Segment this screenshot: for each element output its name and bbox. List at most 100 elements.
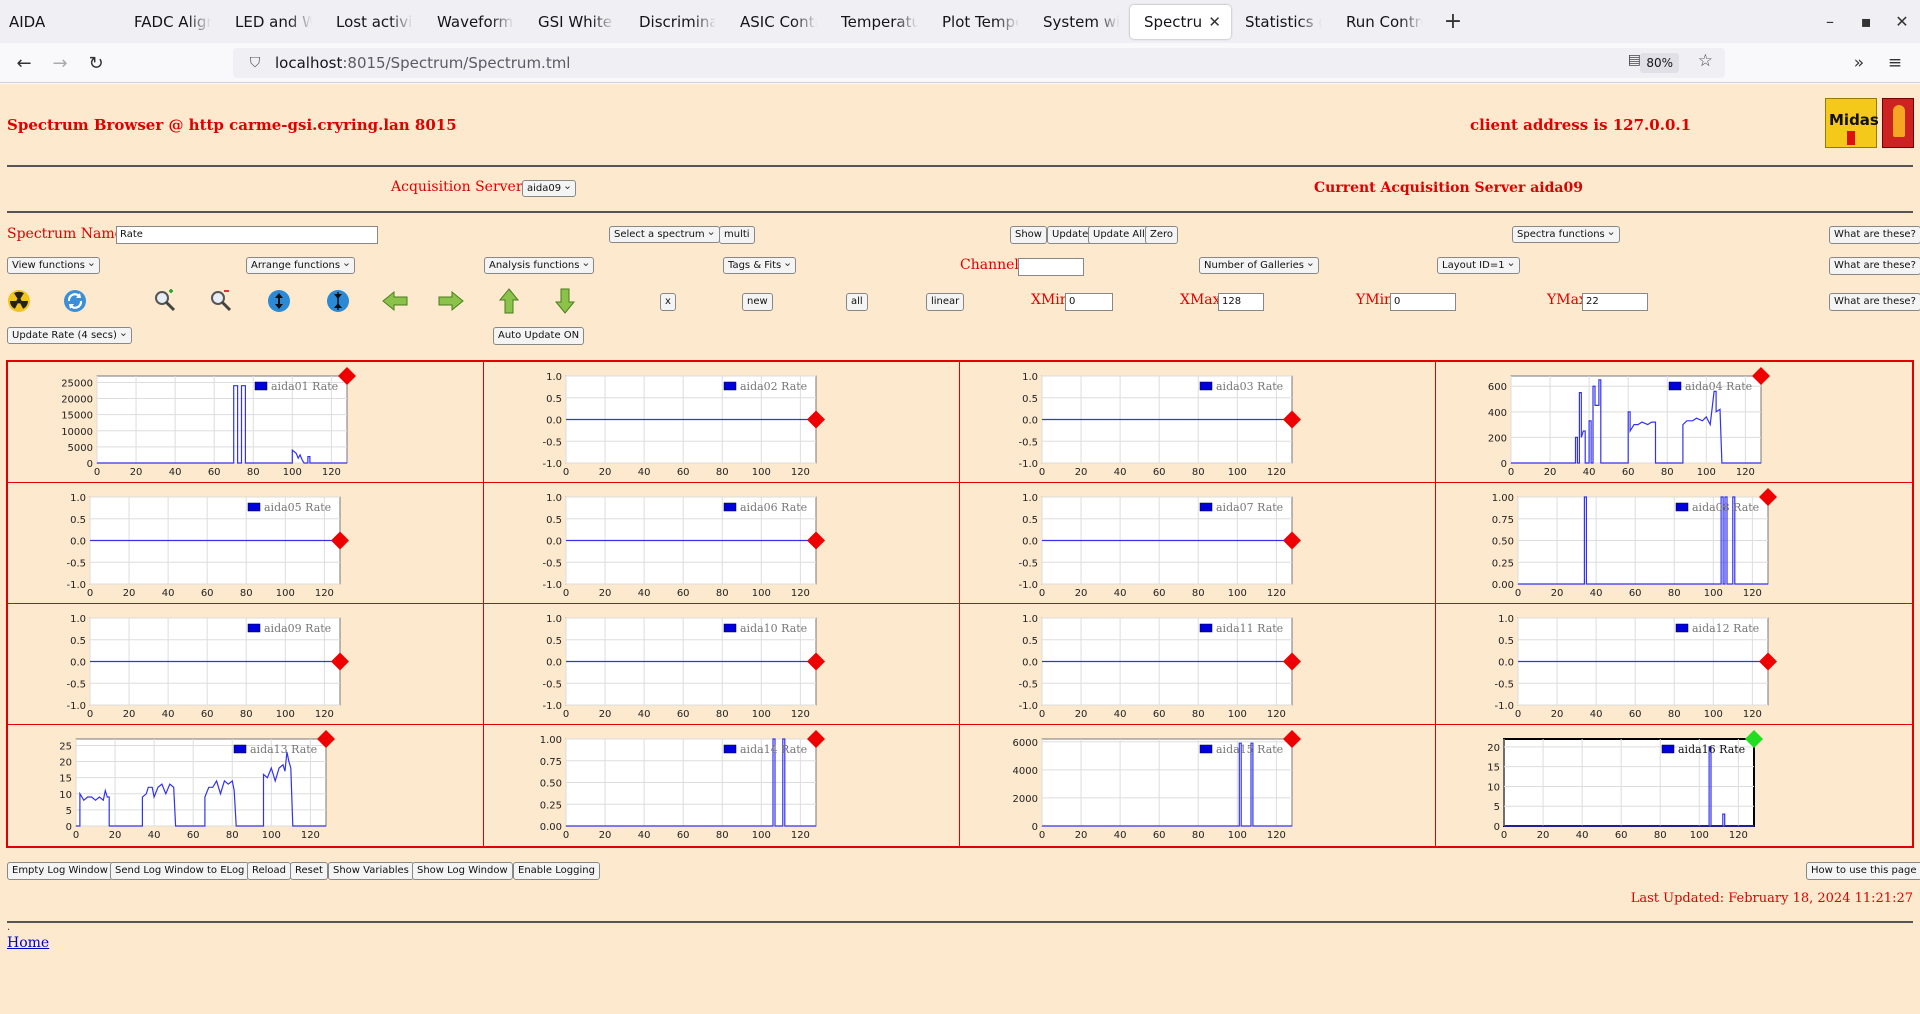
- x-button[interactable]: x: [660, 293, 676, 311]
- arrow-right-icon[interactable]: [438, 288, 464, 314]
- analysis-functions-dropdown[interactable]: Analysis functions: [484, 255, 595, 274]
- reload-button[interactable]: Reload: [247, 862, 292, 880]
- ymin-input[interactable]: 0: [1390, 293, 1456, 311]
- url-text[interactable]: localhost:8015/Spectrum/Spectrum.tml: [275, 54, 570, 72]
- compress-y-icon[interactable]: [325, 288, 351, 314]
- y-tick-label: 15: [1487, 763, 1500, 774]
- show-variables-button[interactable]: Show Variables: [328, 862, 414, 880]
- expand-y-icon[interactable]: [266, 288, 292, 314]
- x-tick-label: 20: [1075, 830, 1088, 841]
- back-icon[interactable]: ←: [16, 52, 32, 74]
- select-spectrum-dropdown[interactable]: Select a spectrum: [609, 224, 720, 243]
- address-bar[interactable]: ⛉ ▯ localhost:8015/Spectrum/Spectrum.tml…: [233, 48, 1725, 1014]
- zero-button[interactable]: Zero: [1145, 226, 1179, 244]
- arrange-functions-dropdown[interactable]: Arrange functions: [246, 255, 356, 274]
- spectrum-cell[interactable]: 0 20 40 60 80 100 120 25000 20000 15000 10000 5000 0…: [8, 362, 484, 483]
- spectrum-cell[interactable]: 0 20 40 60 80 100 120 20 15 10 5 0 aida16 Rate: [1436, 725, 1912, 846]
- spectrum-cell[interactable]: 0 20 40 60 80 100 120 1.0 0.5 0.0 -0.5 -1.0 aida02 R…: [484, 362, 960, 483]
- spectra-functions-dropdown[interactable]: Spectra functions: [1512, 224, 1620, 243]
- close-window-icon[interactable]: ✕: [1895, 12, 1909, 31]
- browser-tab[interactable]: FADC Align & C: [120, 5, 221, 39]
- reader-view-icon[interactable]: ▤: [1627, 52, 1641, 68]
- spectrum-cell[interactable]: 0 20 40 60 80 100 120 1.0 0.5 0.0 -0.5 -1.0 aida11 R…: [960, 604, 1436, 725]
- browser-tab[interactable]: Spectrum Bro ✕: [1130, 4, 1231, 39]
- spectrum-cell[interactable]: 0 20 40 60 80 100 120 1.00 0.75 0.50 0.25 0.00 aida1…: [484, 725, 960, 846]
- linear-button[interactable]: linear: [926, 293, 965, 311]
- how-to-use-button[interactable]: How to use this page: [1806, 862, 1920, 880]
- spectrum-cell[interactable]: 0 20 40 60 80 100 120 600 400 200 0 aida04 Rate: [1436, 362, 1912, 483]
- show-log-window-button[interactable]: Show Log Window: [412, 862, 513, 880]
- browser-tab[interactable]: System wide Ch: [1029, 5, 1130, 39]
- enable-logging-button[interactable]: Enable Logging: [513, 862, 600, 880]
- refresh-icon[interactable]: [62, 288, 88, 314]
- channel-input[interactable]: [1018, 258, 1084, 276]
- zoom-in-icon[interactable]: [152, 288, 178, 314]
- arrow-left-icon[interactable]: [382, 288, 408, 314]
- spectrum-cell[interactable]: 0 20 40 60 80 100 120 1.0 0.5 0.0 -0.5 -1.0 aida05 R…: [8, 483, 484, 604]
- auto-update-button[interactable]: Auto Update ON: [493, 327, 585, 345]
- new-button[interactable]: new: [742, 293, 773, 311]
- legend-label: aida08 Rate: [1692, 501, 1759, 514]
- spectrum-cell[interactable]: 0 20 40 60 80 100 120 1.0 0.5 0.0 -0.5 -1.0 aida03 R…: [960, 362, 1436, 483]
- spectrum-name-input[interactable]: Rate: [116, 226, 378, 244]
- radiation-icon[interactable]: [6, 288, 32, 314]
- tags-fits-dropdown[interactable]: Tags & Fits: [723, 255, 797, 274]
- spectrum-cell[interactable]: 0 20 40 60 80 100 120 25 20 15 10 5 0 aida13 Rate: [8, 725, 484, 846]
- reset-button[interactable]: Reset: [290, 862, 328, 880]
- browser-tab[interactable]: Plot Temperatu: [928, 5, 1029, 39]
- browser-tab[interactable]: Statistics @ car: [1231, 5, 1332, 39]
- spectrum-cell[interactable]: 0 20 40 60 80 100 120 1.0 0.5 0.0 -0.5 -1.0 aida06 R…: [484, 483, 960, 604]
- update-rate-dropdown[interactable]: Update Rate (4 secs): [7, 325, 132, 344]
- spectrum-cell[interactable]: 0 20 40 60 80 100 120 1.0 0.5 0.0 -0.5 -1.0 aida09 R…: [8, 604, 484, 725]
- what-are-these-button[interactable]: What are these?: [1829, 226, 1920, 244]
- empty-log-window-button[interactable]: Empty Log Window: [7, 862, 113, 880]
- browser-tab[interactable]: LED and Wavef: [221, 5, 322, 39]
- browser-tab[interactable]: Temperature an: [827, 5, 928, 39]
- spectrum-cell[interactable]: 0 20 40 60 80 100 120 1.00 0.75 0.50 0.25 0.00 aida0…: [1436, 483, 1912, 604]
- browser-tab[interactable]: GSI White Rabb: [524, 5, 625, 39]
- what-are-these-button[interactable]: What are these?: [1829, 257, 1920, 275]
- update-button[interactable]: Update: [1047, 226, 1094, 244]
- browser-tab[interactable]: Lost activity mo: [322, 5, 423, 39]
- xmax-input[interactable]: 128: [1218, 293, 1264, 311]
- all-button[interactable]: all: [846, 293, 868, 311]
- acq-server-select[interactable]: aida09: [522, 178, 577, 197]
- what-are-these-button[interactable]: What are these?: [1829, 293, 1920, 311]
- ymax-input[interactable]: 22: [1582, 293, 1648, 311]
- browser-tab[interactable]: ASIC Control @: [726, 5, 827, 39]
- view-functions-dropdown[interactable]: View functions: [7, 255, 100, 274]
- home-link[interactable]: Home: [7, 935, 50, 951]
- y-tick-label: 5: [66, 806, 72, 817]
- xmin-input[interactable]: 0: [1065, 293, 1113, 311]
- legend-label: aida05 Rate: [264, 501, 331, 514]
- number-of-galleries-dropdown[interactable]: Number of Galleries: [1199, 255, 1320, 274]
- overflow-chevron-icon[interactable]: »: [1853, 53, 1865, 73]
- new-tab-button[interactable]: +: [1443, 9, 1463, 34]
- send-log-to-elog-button[interactable]: Send Log Window to ELog: [110, 862, 250, 880]
- zoom-level[interactable]: 80%: [1640, 53, 1679, 73]
- update-all-button[interactable]: Update All: [1088, 226, 1150, 244]
- spectrum-chart: 0 20 40 60 80 100 120 600 400 200 0 aida04 Rate: [1488, 367, 1770, 478]
- layout-dropdown[interactable]: Layout ID=1: [1437, 255, 1520, 274]
- minimize-icon[interactable]: –: [1826, 12, 1834, 31]
- spectrum-cell[interactable]: 0 20 40 60 80 100 120 1.0 0.5 0.0 -0.5 -1.0 aida10 R…: [484, 604, 960, 725]
- spectrum-cell[interactable]: 0 20 40 60 80 100 120 1.0 0.5 0.0 -0.5 -1.0 aida07 R…: [960, 483, 1436, 604]
- arrow-down-icon[interactable]: [552, 288, 578, 314]
- spectrum-cell[interactable]: 0 20 40 60 80 100 120 6000 4000 2000 0 aida15 Rate: [960, 725, 1436, 846]
- client-address: client address is 127.0.0.1: [1470, 116, 1692, 134]
- close-tab-icon[interactable]: ✕: [1208, 12, 1221, 31]
- bookmark-star-icon[interactable]: ☆: [1697, 51, 1713, 71]
- show-button[interactable]: Show: [1010, 226, 1047, 244]
- shield-icon[interactable]: ⛉: [249, 55, 261, 71]
- menu-hamburger-icon[interactable]: ≡: [1887, 53, 1903, 73]
- browser-tab[interactable]: Discriminator co: [625, 5, 726, 39]
- maximize-icon[interactable]: ▪: [1860, 12, 1872, 31]
- zoom-out-icon[interactable]: [208, 288, 234, 314]
- reload-icon[interactable]: ↻: [88, 52, 104, 74]
- browser-tab[interactable]: Waveform captu: [423, 5, 524, 39]
- arrow-up-icon[interactable]: [496, 288, 522, 314]
- forward-icon[interactable]: →: [52, 52, 68, 74]
- spectrum-cell[interactable]: 0 20 40 60 80 100 120 1.0 0.5 0.0 -0.5 -1.0 aida12 R…: [1436, 604, 1912, 725]
- browser-tab[interactable]: Run Control @: [1332, 5, 1433, 39]
- multi-button[interactable]: multi: [719, 226, 755, 244]
